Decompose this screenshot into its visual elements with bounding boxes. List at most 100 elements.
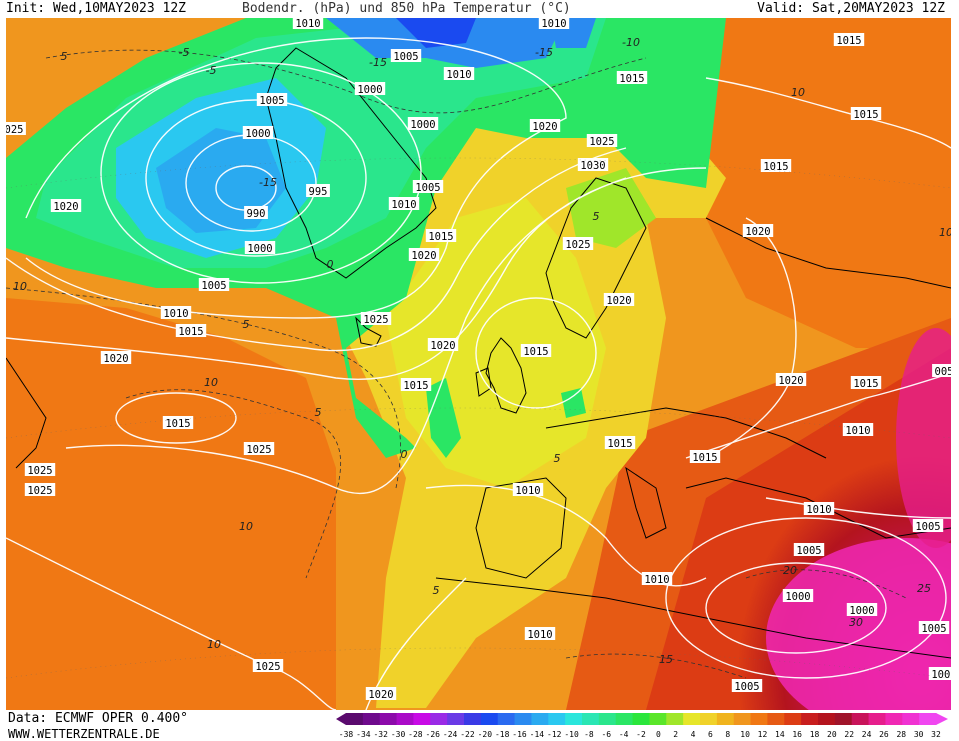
scale-tick-label: 0 xyxy=(656,730,661,739)
scale-swatch xyxy=(497,713,516,725)
isobar-label: 1005 xyxy=(415,182,440,194)
isobar-label-box xyxy=(932,364,951,377)
scale-swatch xyxy=(683,713,701,725)
scale-tick-label: 18 xyxy=(810,730,820,739)
isobar-label: 1005 xyxy=(796,545,821,557)
isotherm-4 xyxy=(565,653,747,679)
isobar-label-box xyxy=(160,306,192,319)
isobar-label: 1020 xyxy=(778,375,803,387)
isobar-label: 1025 xyxy=(27,465,52,477)
valid-time: Valid: Sat,20MAY2023 12Z xyxy=(757,1,945,16)
isobar-label-box xyxy=(603,293,635,306)
isotherm-label: -10 xyxy=(622,36,640,49)
isobar-label-box xyxy=(427,338,459,351)
isobar-1025 xyxy=(65,177,627,495)
isotherm-label: 5 xyxy=(61,50,68,63)
isobar-label-box xyxy=(243,442,275,455)
isotherm-label: 5 xyxy=(554,452,561,465)
isobar-label: 1015 xyxy=(403,380,428,392)
scale-tick-label: 30 xyxy=(914,730,924,739)
isobar-label: 1010 xyxy=(806,504,831,516)
scale-swatch xyxy=(649,713,667,725)
isobar-label-box xyxy=(390,49,422,62)
scale-tick-label: -8 xyxy=(584,730,594,739)
isobar-label: 1025 xyxy=(27,485,52,497)
scale-tick-label: 2 xyxy=(673,730,678,739)
scale-swatch xyxy=(413,713,431,725)
isobar-1000 xyxy=(145,99,367,257)
isobar-label: 1015 xyxy=(428,231,453,243)
isobar-label-box xyxy=(388,197,420,210)
isobar-label-box xyxy=(793,543,825,556)
scale-swatch xyxy=(716,713,735,725)
isobar-label-box xyxy=(842,423,874,436)
website-link[interactable]: WWW.WETTERZENTRALE.DE xyxy=(8,727,160,741)
isobar-label-box xyxy=(425,229,457,242)
isobar-label: 1015 xyxy=(763,161,788,173)
isobar-label-box xyxy=(443,67,475,80)
scale-swatch xyxy=(598,713,617,725)
isobar-label: 990 xyxy=(247,208,266,220)
chart-title: Bodendr. (hPa) und 850 hPa Temperatur (°… xyxy=(242,1,571,16)
scale-tick-label: -32 xyxy=(373,730,388,739)
isobar-label-box xyxy=(50,199,82,212)
isobar-label: 1000 xyxy=(245,128,270,140)
isobar-label-box xyxy=(850,376,882,389)
scale-tick-label: -2 xyxy=(636,730,646,739)
scale-swatch xyxy=(767,713,785,725)
isobar-label-box xyxy=(244,206,268,219)
scale-swatch xyxy=(868,713,886,725)
isobar-label: 1015 xyxy=(523,346,548,358)
isobar-label-box xyxy=(198,278,230,291)
isotherm-label: 25 xyxy=(917,582,931,595)
isobar-label-box xyxy=(850,107,882,120)
isobar-label: 1025 xyxy=(565,239,590,251)
scale-tick-label: -12 xyxy=(547,730,562,739)
scale-tick-label: 10 xyxy=(740,730,750,739)
scale-swatch xyxy=(834,713,853,725)
isobar-label: 1015 xyxy=(165,418,190,430)
isobar-label-box xyxy=(244,241,276,254)
scale-tick-label: 6 xyxy=(708,730,713,739)
isobar-label-box xyxy=(306,184,330,197)
isobar-label-box xyxy=(562,237,594,250)
isobar-label-box xyxy=(529,119,561,132)
isobar-label: 1005 xyxy=(915,521,940,533)
isobar-label-box xyxy=(912,519,944,532)
isobar-label: 1030 xyxy=(580,160,605,172)
isotherm-label: 20 xyxy=(783,564,797,577)
scale-tick-label: -30 xyxy=(391,730,406,739)
isobars xyxy=(6,37,951,710)
isobar-label-box xyxy=(162,416,194,429)
isobar-label-box xyxy=(775,373,807,386)
scale-swatch xyxy=(632,713,650,725)
isobar-label-box xyxy=(586,134,618,147)
init-time: Init: Wed,10MAY2023 12Z xyxy=(6,1,187,16)
isotherm-labels: -5-15-15-105-5-1505105510105152030251010… xyxy=(13,36,951,666)
isotherm-label: -5 xyxy=(206,64,217,77)
isobar-label-box xyxy=(616,71,648,84)
atlantic-warm-zone xyxy=(6,298,336,710)
isotherm-label: 10 xyxy=(207,638,221,651)
isobar-label-box xyxy=(833,33,865,46)
isobar-label-box xyxy=(100,351,132,364)
isobar-label-box xyxy=(175,324,207,337)
isobar-1015-local xyxy=(115,392,237,444)
isotherm-label: 0 xyxy=(327,258,334,271)
north-sea-cold-spot xyxy=(561,388,586,418)
isobar-1015 xyxy=(6,147,627,352)
north-africa-coast xyxy=(435,577,951,659)
isobar-label: 1025 xyxy=(246,444,271,456)
scale-swatch xyxy=(514,713,532,725)
isobar-label: 1020 xyxy=(532,121,557,133)
isobar-label-box xyxy=(512,483,544,496)
isobar-label-box xyxy=(360,312,392,325)
isobar-label-box xyxy=(731,679,763,692)
scale-swatch xyxy=(818,713,836,725)
color-scale-ticks: -38 -34 -32 -30 -28 -26 -24 -22 -20 -18 -16 -14 -12-… xyxy=(339,730,941,739)
isobar-label: 1010 xyxy=(527,629,552,641)
isotherm-label: 10 xyxy=(939,226,951,239)
greenland-top-darkblue xyxy=(396,18,476,48)
isobar-label-box xyxy=(782,589,814,602)
